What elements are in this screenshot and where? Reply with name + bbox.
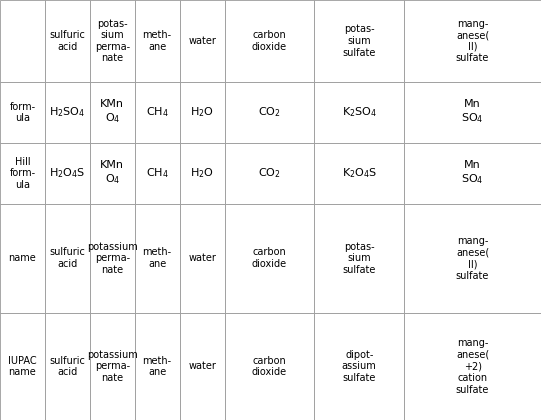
Bar bbox=[45, 143, 90, 204]
Text: K$_2$O$_4$S: K$_2$O$_4$S bbox=[341, 166, 377, 180]
Text: potas-
sium
sulfate: potas- sium sulfate bbox=[342, 241, 376, 275]
Bar bbox=[225, 82, 314, 143]
Text: KMn
O$_4$: KMn O$_4$ bbox=[100, 160, 124, 186]
Text: Mn
SO$_4$: Mn SO$_4$ bbox=[461, 100, 484, 125]
Text: meth-
ane: meth- ane bbox=[143, 247, 171, 269]
Bar bbox=[90, 82, 135, 143]
Bar bbox=[135, 82, 180, 143]
Text: meth-
ane: meth- ane bbox=[143, 356, 171, 377]
Bar bbox=[180, 82, 225, 143]
Bar bbox=[314, 82, 404, 143]
Bar bbox=[180, 204, 225, 313]
Bar bbox=[135, 143, 180, 204]
Bar bbox=[45, 0, 90, 82]
Text: CO$_2$: CO$_2$ bbox=[258, 105, 281, 119]
Bar bbox=[225, 313, 314, 420]
Text: CH$_4$: CH$_4$ bbox=[146, 166, 169, 180]
Bar bbox=[135, 313, 180, 420]
Text: Hill
form-
ula: Hill form- ula bbox=[9, 157, 36, 190]
Bar bbox=[45, 313, 90, 420]
Text: potassium
perma-
nate: potassium perma- nate bbox=[87, 350, 137, 383]
Text: water: water bbox=[188, 253, 216, 263]
Text: water: water bbox=[188, 36, 216, 46]
Text: potas-
sium
sulfate: potas- sium sulfate bbox=[342, 24, 376, 58]
Bar bbox=[404, 204, 541, 313]
Text: dipot-
assium
sulfate: dipot- assium sulfate bbox=[342, 350, 377, 383]
Bar bbox=[0, 313, 45, 420]
Bar bbox=[90, 143, 135, 204]
Bar bbox=[0, 0, 45, 82]
Text: IUPAC
name: IUPAC name bbox=[8, 356, 37, 377]
Bar bbox=[404, 82, 541, 143]
Bar bbox=[90, 313, 135, 420]
Bar bbox=[404, 313, 541, 420]
Bar bbox=[180, 313, 225, 420]
Bar bbox=[314, 0, 404, 82]
Bar bbox=[45, 82, 90, 143]
Bar bbox=[225, 204, 314, 313]
Text: potassium
perma-
nate: potassium perma- nate bbox=[87, 241, 137, 275]
Text: mang-
anese(
+2)
cation
sulfate: mang- anese( +2) cation sulfate bbox=[456, 338, 489, 395]
Text: Mn
SO$_4$: Mn SO$_4$ bbox=[461, 160, 484, 186]
Bar bbox=[180, 0, 225, 82]
Bar bbox=[135, 204, 180, 313]
Text: sulfuric
acid: sulfuric acid bbox=[49, 356, 85, 377]
Bar bbox=[180, 143, 225, 204]
Text: form-
ula: form- ula bbox=[9, 102, 36, 123]
Text: water: water bbox=[188, 362, 216, 371]
Bar bbox=[90, 0, 135, 82]
Text: H$_2$O$_4$S: H$_2$O$_4$S bbox=[49, 166, 85, 180]
Text: carbon
dioxide: carbon dioxide bbox=[252, 30, 287, 52]
Text: CO$_2$: CO$_2$ bbox=[258, 166, 281, 180]
Bar bbox=[225, 143, 314, 204]
Text: H$_2$O: H$_2$O bbox=[190, 166, 214, 180]
Text: CH$_4$: CH$_4$ bbox=[146, 105, 169, 119]
Text: meth-
ane: meth- ane bbox=[143, 30, 171, 52]
Text: H$_2$O: H$_2$O bbox=[190, 105, 214, 119]
Text: mang-
anese(
II)
sulfate: mang- anese( II) sulfate bbox=[456, 18, 489, 63]
Text: potas-
sium
perma-
nate: potas- sium perma- nate bbox=[95, 18, 130, 63]
Text: H$_2$SO$_4$: H$_2$SO$_4$ bbox=[49, 105, 85, 119]
Bar bbox=[404, 0, 541, 82]
Text: sulfuric
acid: sulfuric acid bbox=[49, 30, 85, 52]
Bar bbox=[225, 0, 314, 82]
Bar bbox=[0, 204, 45, 313]
Bar bbox=[314, 143, 404, 204]
Bar bbox=[314, 313, 404, 420]
Bar bbox=[90, 204, 135, 313]
Text: mang-
anese(
II)
sulfate: mang- anese( II) sulfate bbox=[456, 236, 489, 281]
Text: K$_2$SO$_4$: K$_2$SO$_4$ bbox=[342, 105, 377, 119]
Bar bbox=[45, 204, 90, 313]
Text: carbon
dioxide: carbon dioxide bbox=[252, 356, 287, 377]
Bar bbox=[314, 204, 404, 313]
Text: name: name bbox=[9, 253, 36, 263]
Bar bbox=[0, 82, 45, 143]
Text: KMn
O$_4$: KMn O$_4$ bbox=[100, 100, 124, 125]
Bar bbox=[404, 143, 541, 204]
Text: carbon
dioxide: carbon dioxide bbox=[252, 247, 287, 269]
Text: sulfuric
acid: sulfuric acid bbox=[49, 247, 85, 269]
Bar bbox=[135, 0, 180, 82]
Bar bbox=[0, 143, 45, 204]
